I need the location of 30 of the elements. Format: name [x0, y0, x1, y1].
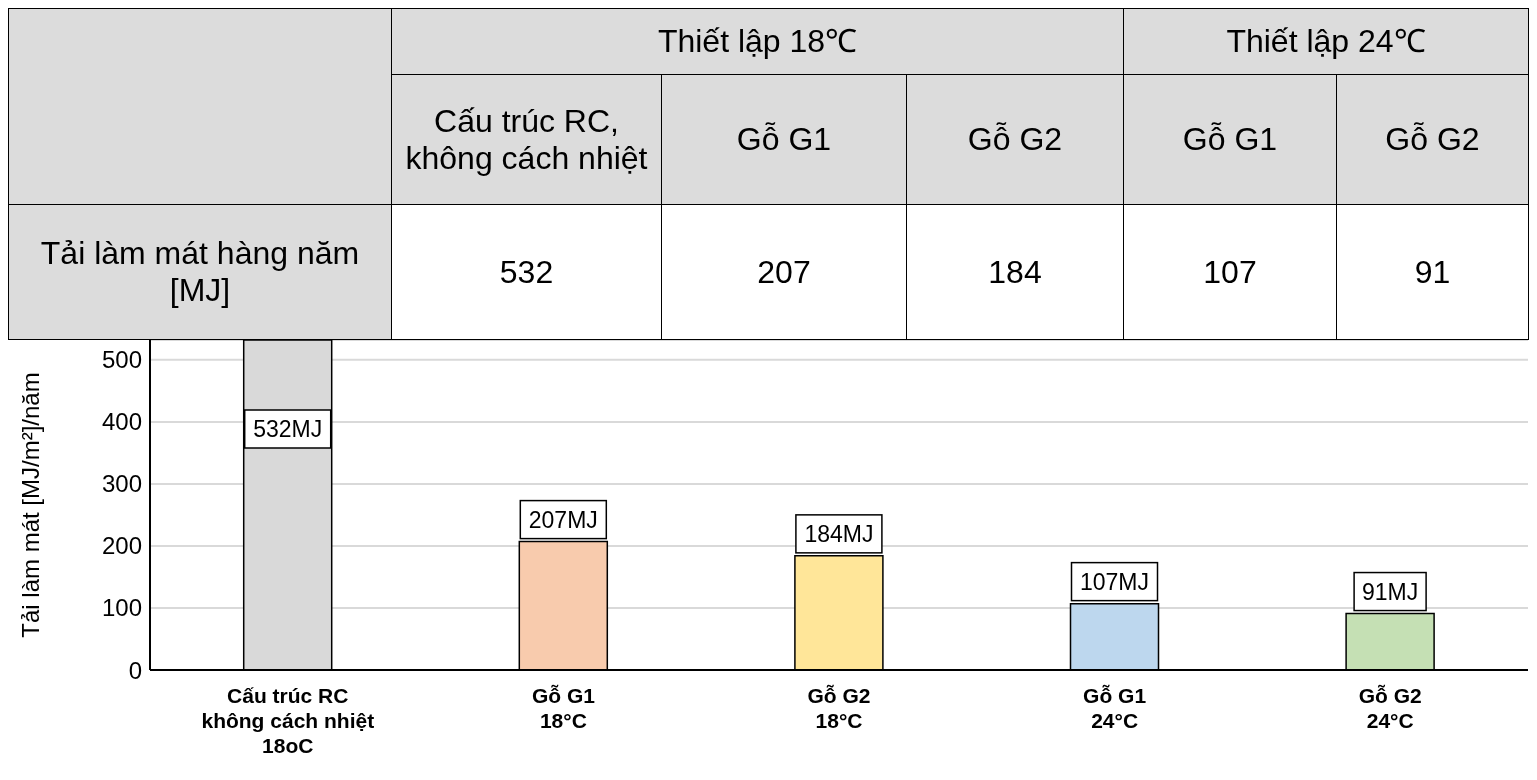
text: Gỗ G2: [1336, 74, 1529, 205]
text: 207: [661, 204, 907, 340]
y-axis-title: Tải làm mát [MJ/m²]/năm: [16, 372, 44, 638]
data-label: 532MJ: [253, 416, 323, 442]
data-label: 207MJ: [528, 506, 598, 533]
y-tick-label: 200: [101, 532, 142, 560]
x-tick-label: Gỗ G2 24°C: [1358, 684, 1422, 733]
text: 184: [906, 204, 1124, 340]
y-tick-label: 0: [128, 656, 142, 684]
data-label: 107MJ: [1079, 568, 1150, 595]
text: 532: [391, 204, 662, 340]
text: Gỗ G2: [906, 74, 1124, 205]
y-tick-label: 500: [101, 346, 142, 374]
x-tick-label: Cấu trúc RC không cách nhiệt 18oC: [201, 684, 375, 758]
text: Cấu trúc RC, không cách nhiệt: [391, 74, 662, 205]
text: Gỗ G1: [661, 74, 907, 205]
text: 91: [1336, 204, 1529, 340]
text: Thiết lập 18℃: [391, 8, 1124, 75]
y-tick-label: 100: [101, 594, 142, 622]
x-tick-label: Gỗ G2 18°C: [807, 684, 871, 733]
data-label: 91MJ: [1361, 578, 1419, 605]
x-tick-label: Gỗ G1 18°C: [531, 684, 596, 733]
data-label: 184MJ: [804, 520, 874, 547]
y-tick-label: 400: [101, 408, 142, 436]
text: Thiết lập 24℃: [1123, 8, 1529, 75]
text: Tải làm mát hàng năm [MJ]: [8, 204, 392, 340]
text: Gỗ G1: [1123, 74, 1337, 205]
text: 107: [1123, 204, 1337, 340]
x-tick-label: Gỗ G1 24°C: [1083, 684, 1147, 733]
y-tick-label: 300: [101, 470, 142, 498]
